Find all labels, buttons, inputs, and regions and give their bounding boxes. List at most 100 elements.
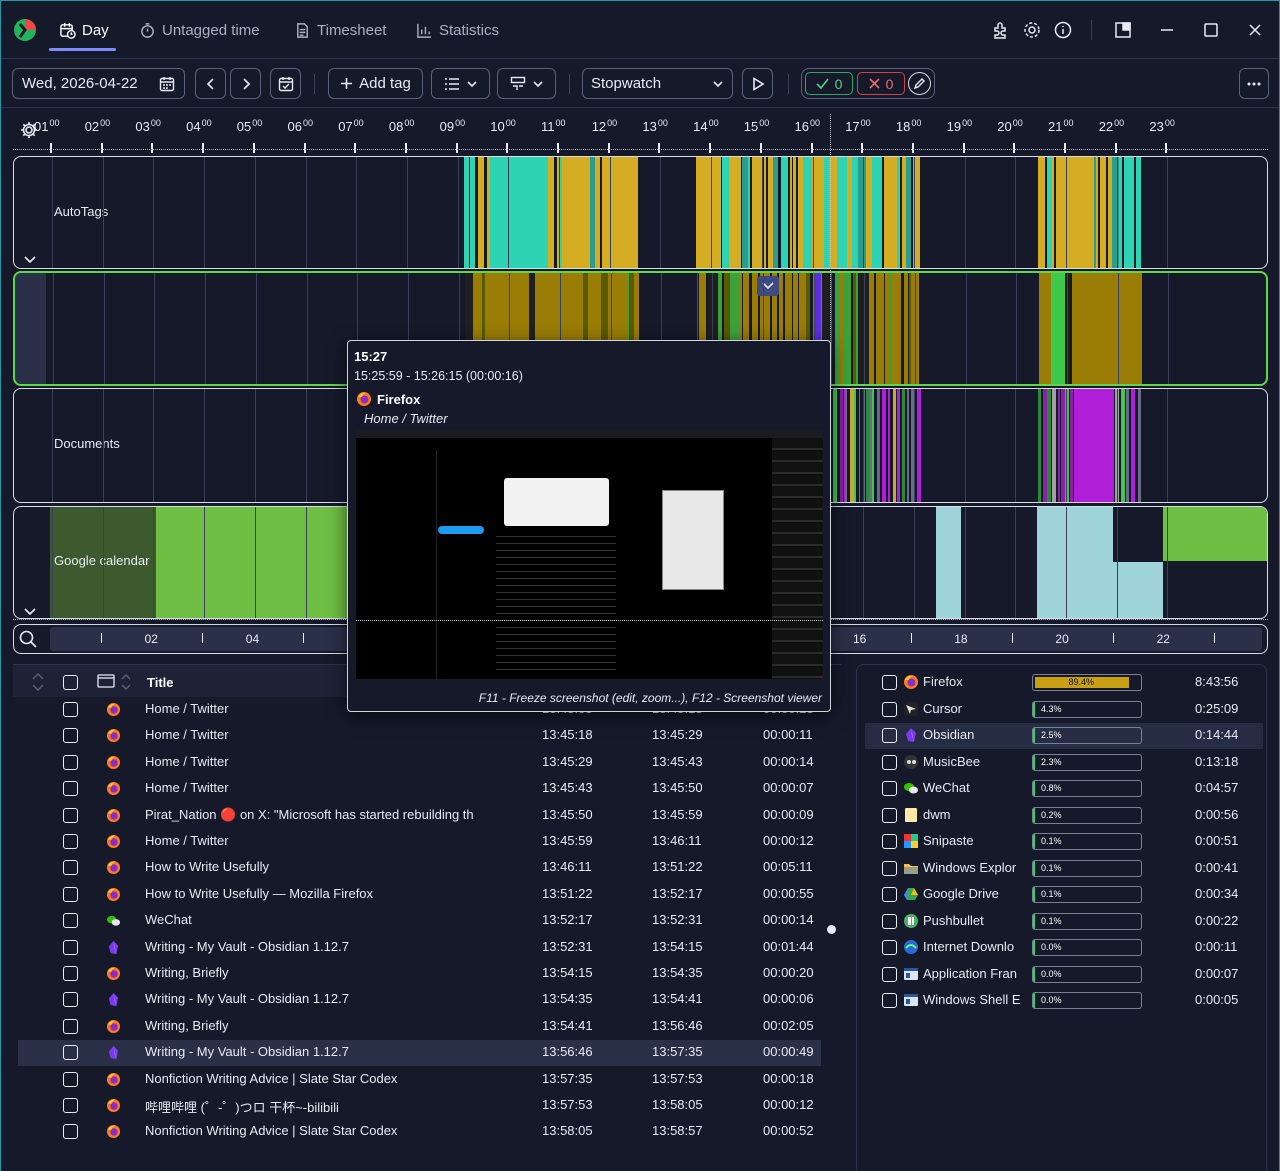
more-options-button[interactable] bbox=[1239, 68, 1269, 99]
minimize-icon[interactable] bbox=[1156, 19, 1178, 41]
prev-day-button[interactable] bbox=[195, 68, 226, 99]
chevron-down-icon[interactable] bbox=[24, 603, 36, 618]
row-checkbox[interactable] bbox=[882, 675, 897, 690]
list-view-dropdown[interactable] bbox=[431, 68, 490, 99]
row-checkbox[interactable] bbox=[63, 966, 78, 981]
tab-untagged-time[interactable]: Untagged time bbox=[139, 19, 260, 41]
app-column-icon[interactable] bbox=[97, 674, 115, 691]
timeline-settings-icon[interactable] bbox=[19, 120, 39, 143]
search-icon[interactable] bbox=[19, 630, 37, 651]
app-stat-row[interactable]: Cursor 4.3% 0:25:09 bbox=[865, 697, 1263, 723]
row-checkbox[interactable] bbox=[63, 1098, 78, 1113]
app-stat-row[interactable]: Firefox 89.4% 8:43:56 bbox=[865, 670, 1263, 696]
row-checkbox[interactable] bbox=[63, 834, 78, 849]
today-button[interactable] bbox=[270, 68, 301, 99]
row-checkbox[interactable] bbox=[63, 807, 78, 823]
info-icon[interactable] bbox=[1052, 19, 1074, 41]
row-checkbox[interactable] bbox=[882, 728, 897, 743]
row-checkbox[interactable] bbox=[882, 913, 897, 929]
layout-dropdown[interactable] bbox=[497, 68, 556, 99]
expand-lane-button[interactable] bbox=[757, 276, 779, 296]
chevron-down-icon[interactable] bbox=[24, 251, 36, 267]
calendar-event[interactable] bbox=[936, 507, 961, 618]
app-stat-row[interactable]: Google Drive 0.1% 0:00:34 bbox=[865, 882, 1263, 908]
table-row[interactable]: Writing - My Vault - Obsidian 1.12.7 13:5… bbox=[18, 1040, 821, 1067]
app-stat-row[interactable]: MusicBee 2.3% 0:13:18 bbox=[865, 750, 1263, 776]
table-row[interactable]: 哔哩哔哩 (゜-゜)つロ 干杯~-bilibili 13:57:53 13:58:0… bbox=[18, 1093, 821, 1119]
maximize-icon[interactable] bbox=[1200, 19, 1222, 41]
app-stat-row[interactable]: Application Fran 0.0% 0:00:07 bbox=[865, 962, 1263, 988]
app-stat-row[interactable]: Windows Explor 0.1% 0:00:41 bbox=[865, 856, 1263, 882]
sort-icon[interactable] bbox=[31, 673, 45, 694]
table-row[interactable]: Pirat_Nation 🔴 on X: "Microsoft has star… bbox=[18, 803, 821, 829]
row-checkbox[interactable] bbox=[63, 781, 78, 797]
row-checkbox[interactable] bbox=[882, 940, 897, 955]
row-checkbox[interactable] bbox=[882, 860, 897, 876]
row-checkbox[interactable] bbox=[882, 887, 897, 902]
table-row[interactable]: Writing - My Vault - Obsidian 1.12.7 13:5… bbox=[18, 987, 821, 1013]
calendar-event[interactable] bbox=[156, 507, 356, 618]
accept-button[interactable]: 0 bbox=[805, 72, 853, 95]
app-stat-row[interactable]: WeChat 0.8% 0:04:57 bbox=[865, 776, 1263, 802]
row-checkbox[interactable] bbox=[63, 702, 78, 717]
tab-statistics[interactable]: Statistics bbox=[416, 19, 499, 41]
timer-mode-select[interactable]: Stopwatch bbox=[582, 68, 733, 99]
app-stat-row[interactable]: Windows Shell E 0.0% 0:00:05 bbox=[865, 988, 1263, 1014]
start-timer-button[interactable] bbox=[742, 68, 773, 99]
select-all-checkbox[interactable] bbox=[63, 675, 78, 690]
edit-button[interactable] bbox=[908, 72, 931, 95]
table-row[interactable]: Writing, Briefly 13:54:15 13:54:35 00:00:20 bbox=[18, 961, 821, 987]
screenshot-preview[interactable] bbox=[356, 430, 823, 679]
row-checkbox[interactable] bbox=[63, 1071, 78, 1087]
app-stat-row[interactable]: Snipaste 0.1% 0:00:51 bbox=[865, 829, 1263, 855]
compact-mode-icon[interactable] bbox=[1112, 19, 1134, 41]
table-row[interactable]: Nonfiction Writing Advice | Slate Star C… bbox=[18, 1119, 821, 1145]
row-checkbox[interactable] bbox=[63, 913, 78, 929]
row-checkbox[interactable] bbox=[63, 1124, 78, 1140]
app-stat-row[interactable]: Internet Downlo 0.0% 0:00:11 bbox=[865, 935, 1263, 961]
row-checkbox[interactable] bbox=[63, 860, 78, 876]
row-checkbox[interactable] bbox=[63, 992, 78, 1008]
plugin-icon[interactable] bbox=[990, 19, 1012, 41]
reject-button[interactable]: 0 bbox=[857, 72, 905, 95]
lane-autotags[interactable]: AutoTags bbox=[13, 156, 1268, 269]
table-row[interactable]: Home / Twitter 13:45:59 13:46:11 00:00:12 bbox=[18, 829, 821, 855]
row-checkbox[interactable] bbox=[882, 807, 897, 823]
close-icon[interactable] bbox=[1244, 19, 1266, 41]
row-checkbox[interactable] bbox=[882, 966, 897, 982]
calendar-event[interactable] bbox=[1113, 562, 1163, 618]
app-stat-row[interactable]: Obsidian 2.5% 0:14:44 bbox=[865, 723, 1263, 749]
add-tag-button[interactable]: Add tag bbox=[328, 68, 423, 99]
row-checkbox[interactable] bbox=[63, 728, 78, 744]
table-row[interactable]: Home / Twitter 13:45:29 13:45:43 00:00:14 bbox=[18, 750, 821, 776]
title-column-header[interactable]: Title bbox=[147, 675, 174, 690]
date-picker[interactable]: Wed, 2026-04-22 bbox=[12, 68, 185, 99]
row-checkbox[interactable] bbox=[63, 939, 78, 955]
table-row[interactable]: Nonfiction Writing Advice | Slate Star C… bbox=[18, 1067, 821, 1093]
row-checkbox[interactable] bbox=[63, 1018, 78, 1034]
row-checkbox[interactable] bbox=[63, 886, 78, 902]
gear-icon[interactable] bbox=[1021, 19, 1043, 41]
table-row[interactable]: WeChat 13:52:17 13:52:31 00:00:14 bbox=[18, 908, 821, 934]
row-checkbox[interactable] bbox=[63, 754, 78, 770]
table-row[interactable]: Writing, Briefly 13:54:41 13:56:46 00:02:05 bbox=[18, 1014, 821, 1040]
row-checkbox[interactable] bbox=[882, 781, 897, 796]
table-row[interactable]: Home / Twitter 13:45:18 13:45:29 00:00:11 bbox=[18, 723, 821, 749]
tab-day[interactable]: Day bbox=[59, 19, 109, 41]
table-row[interactable]: How to Write Usefully — Mozilla Firefox 1… bbox=[18, 882, 821, 908]
table-row[interactable]: Writing - My Vault - Obsidian 1.12.7 13:5… bbox=[18, 935, 821, 961]
sort-icon[interactable] bbox=[120, 673, 132, 694]
tab-timesheet[interactable]: Timesheet bbox=[294, 19, 386, 41]
calendar-event[interactable] bbox=[1163, 507, 1267, 561]
table-row[interactable]: Home / Twitter 13:45:43 13:45:50 00:00:07 bbox=[18, 776, 821, 802]
table-row[interactable]: How to Write Usefully 13:46:11 13:51:22 00:… bbox=[18, 855, 821, 881]
row-checkbox[interactable] bbox=[882, 993, 897, 1008]
row-checkbox[interactable] bbox=[882, 701, 897, 717]
row-checkbox[interactable] bbox=[63, 1045, 78, 1061]
app-stat-row[interactable]: Pushbullet 0.1% 0:00:22 bbox=[865, 909, 1263, 935]
app-stat-row[interactable]: dwm 0.2% 0:00:56 bbox=[865, 803, 1263, 829]
calendar-event[interactable] bbox=[1037, 507, 1113, 618]
table-scrollbar-thumb[interactable] bbox=[827, 925, 836, 934]
row-checkbox[interactable] bbox=[882, 834, 897, 849]
row-checkbox[interactable] bbox=[882, 754, 897, 770]
